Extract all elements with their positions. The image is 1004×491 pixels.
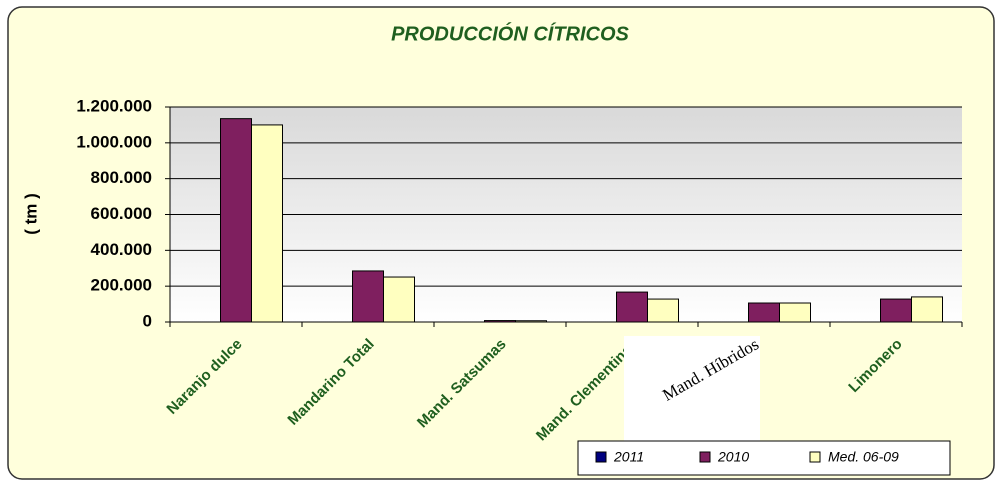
bar — [880, 298, 912, 323]
bar — [779, 302, 811, 323]
bar — [911, 296, 943, 323]
y-tick-label: 200.000 — [91, 276, 152, 295]
legend-swatch — [595, 451, 607, 463]
label-box — [624, 336, 760, 446]
y-tick-label: 800.000 — [91, 168, 152, 187]
legend-label: Med. 06-09 — [828, 449, 899, 465]
y-tick-label: 400.000 — [91, 240, 152, 259]
y-tick-label: 1.000.000 — [76, 132, 152, 151]
legend: 2011 2010 Med. 06-09 — [577, 440, 951, 476]
bar — [616, 291, 648, 323]
y-axis-label: ( tm ) — [21, 193, 40, 235]
legend-label: 2011 — [613, 449, 644, 465]
y-tick-label: 600.000 — [91, 204, 152, 223]
y-tick-label: 1.200.000 — [76, 96, 152, 115]
bar — [748, 302, 780, 323]
bar — [515, 320, 547, 323]
legend-box — [577, 440, 951, 476]
bar — [647, 298, 679, 323]
legend-swatch — [809, 451, 821, 463]
chart-title: PRODUCCIÓN CÍTRICOS — [391, 21, 629, 45]
bar — [383, 276, 415, 323]
y-tick-label: 0 — [143, 311, 152, 330]
bar — [220, 118, 252, 323]
legend-swatch — [699, 451, 711, 463]
bar — [484, 320, 516, 323]
legend-label: 2010 — [717, 449, 749, 465]
bar — [251, 124, 283, 323]
bar — [352, 270, 384, 323]
